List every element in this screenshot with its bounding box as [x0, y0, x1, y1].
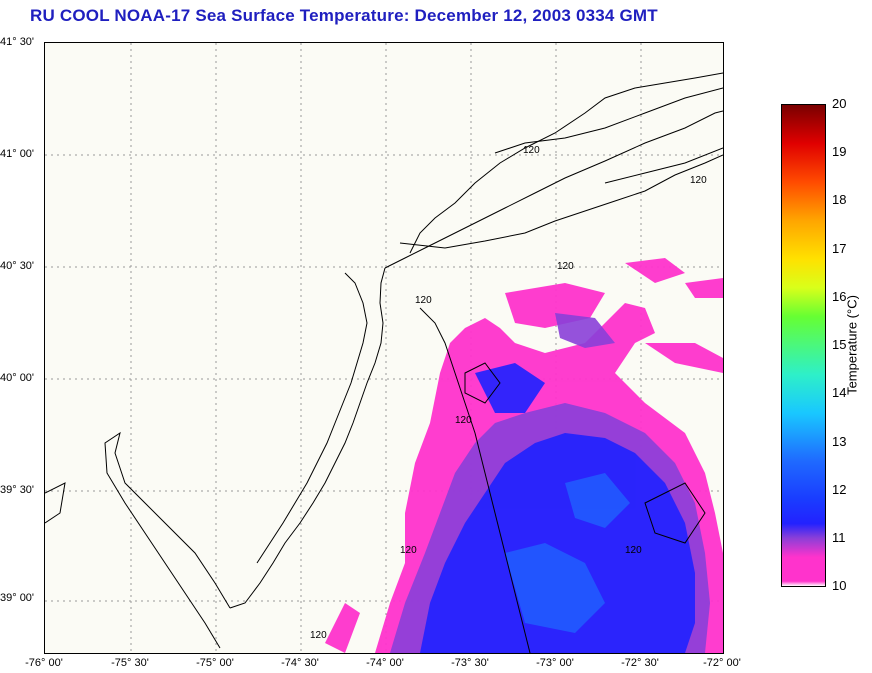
map-title: RU COOL NOAA-17 Sea Surface Temperature:…: [30, 6, 658, 25]
contour-label-6: 120: [400, 545, 417, 556]
lon-label-9: -72° 00': [703, 657, 741, 669]
lat-label-6: 39° 00': [0, 592, 35, 604]
contour-label-2: 120: [690, 175, 707, 186]
colorbar-tick-12: 12: [832, 482, 847, 497]
sst-light-blue-patch: [505, 473, 630, 633]
lat-label-1: 41° 30': [0, 36, 35, 48]
lat-label-2: 41° 00': [0, 148, 35, 160]
lon-label-5: -74° 00': [366, 657, 404, 669]
sst-map: 120 120 120 120 120 120 120 120: [45, 43, 723, 653]
coastline: [45, 72, 723, 653]
colorbar-tick-14: 14: [832, 385, 847, 400]
colorbar-tick-15: 15: [832, 337, 847, 352]
contour-label-5: 120: [455, 415, 472, 426]
lon-label-6: -73° 30': [451, 657, 489, 669]
colorbar-tick-17: 17: [832, 241, 847, 256]
contour-label-7: 120: [625, 545, 642, 556]
lon-label-2: -75° 30': [111, 657, 149, 669]
contour-label-1: 120: [523, 145, 540, 156]
colorbar-tick-16: 16: [832, 289, 847, 304]
colorbar-tick-10: 10: [832, 578, 847, 593]
contour-label-8: 120: [310, 630, 327, 641]
colorbar-tick-19: 19: [832, 144, 847, 159]
colorbar-title: Temperature (°C): [844, 295, 860, 395]
colorbar-tick-18: 18: [832, 192, 847, 207]
lon-label-7: -73° 00': [536, 657, 574, 669]
colorbar-tick-13: 13: [832, 434, 847, 449]
contour-label-4: 120: [415, 295, 432, 306]
lat-label-4: 40° 00': [0, 372, 35, 384]
contour-labels: 120 120 120 120 120 120 120 120: [310, 145, 707, 641]
colorbar-tick-11: 11: [832, 530, 846, 545]
temperature-colorbar: [781, 104, 826, 587]
lon-label-3: -75° 00': [196, 657, 234, 669]
sst-map-panel: 120 120 120 120 120 120 120 120: [44, 42, 724, 654]
lon-label-1: -76° 00': [25, 657, 63, 669]
lat-label-3: 40° 30': [0, 260, 35, 272]
contour-label-3: 120: [557, 261, 574, 272]
lon-label-8: -72° 30': [621, 657, 659, 669]
lat-label-5: 39° 30': [0, 484, 35, 496]
lon-label-4: -74° 30': [281, 657, 319, 669]
colorbar-tick-20: 20: [832, 96, 847, 111]
